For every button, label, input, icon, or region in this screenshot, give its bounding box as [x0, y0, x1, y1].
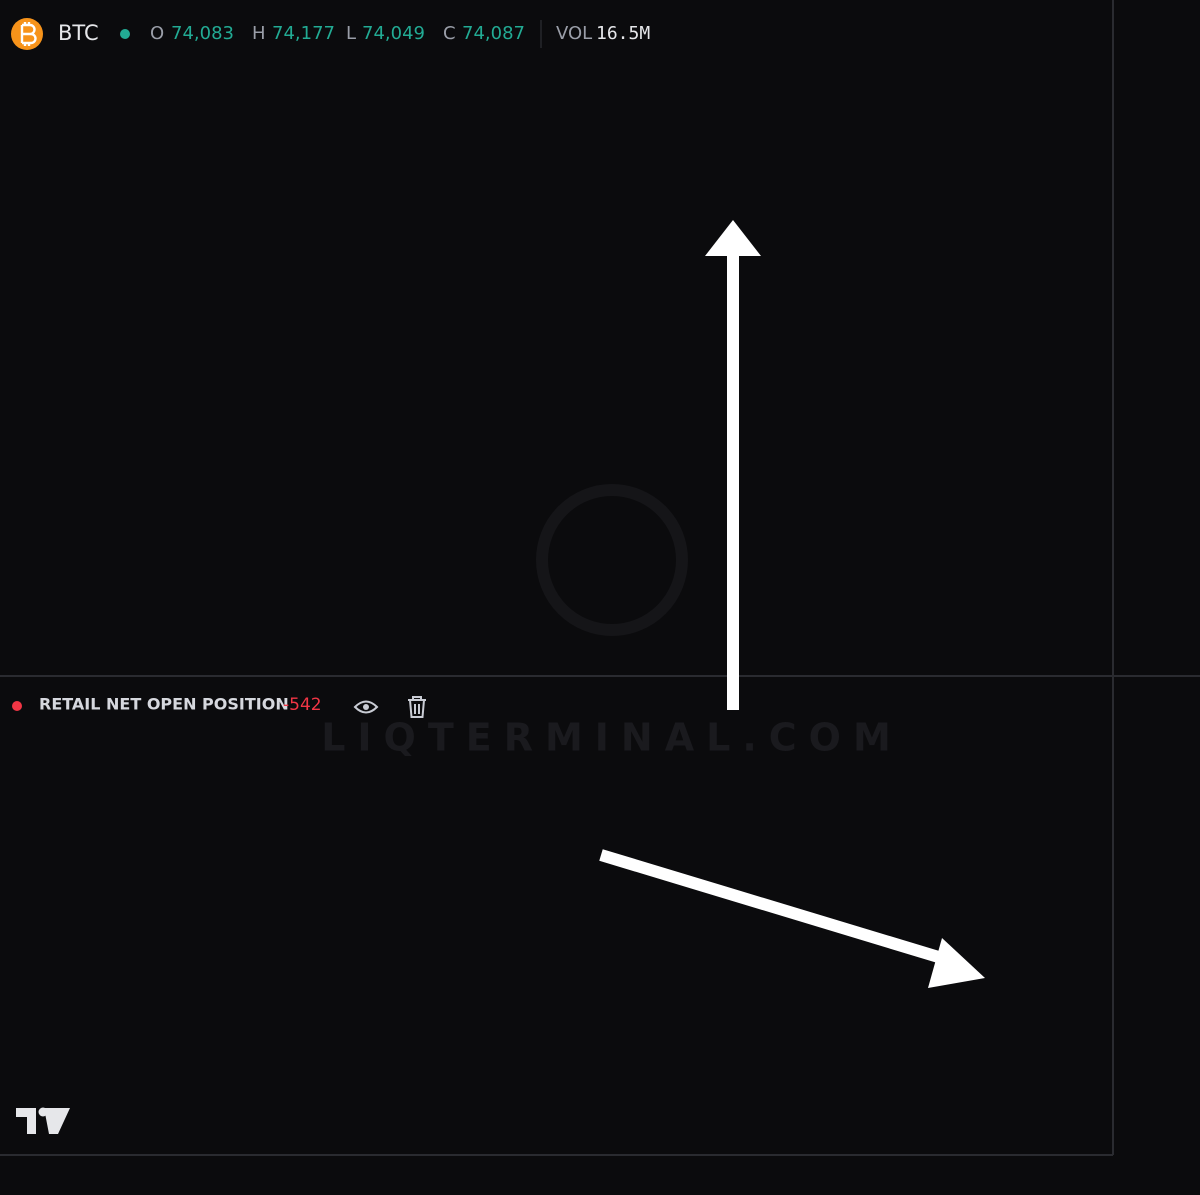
status-dot [120, 29, 130, 39]
high-value: 74,177 [272, 23, 335, 44]
high-label: H [252, 23, 266, 44]
trash-outline [408, 696, 426, 718]
btc-icon-glyph [20, 22, 37, 46]
low-label: L [346, 23, 356, 44]
eye-pupil [363, 704, 369, 710]
tv-logo [16, 1108, 70, 1134]
eye-outline [353, 700, 379, 714]
volume-value: 16.5M [596, 23, 650, 44]
watermark-logo [536, 484, 688, 636]
tv-logo-dot [38, 1107, 48, 1117]
annotation-arrow-down-head [928, 938, 985, 988]
open-label: O [150, 23, 164, 44]
open-value: 74,083 [171, 23, 234, 44]
eye-icon[interactable] [353, 700, 379, 714]
indicator-value: -542 [283, 695, 322, 715]
volume-label: VOL [556, 23, 592, 44]
symbol: BTC [58, 21, 99, 45]
close-label: C [443, 23, 456, 44]
low-value: 74,049 [362, 23, 425, 44]
trash-icon[interactable] [408, 696, 426, 718]
close-value: 74,087 [462, 23, 525, 44]
watermark: LIQTERMINAL.COM [321, 716, 903, 760]
annotation-arrow-down [599, 849, 957, 968]
indicator-dot [12, 701, 22, 711]
annotation-arrow-up-head [705, 220, 761, 256]
indicator-name: RETAIL NET OPEN POSITION [39, 695, 289, 714]
